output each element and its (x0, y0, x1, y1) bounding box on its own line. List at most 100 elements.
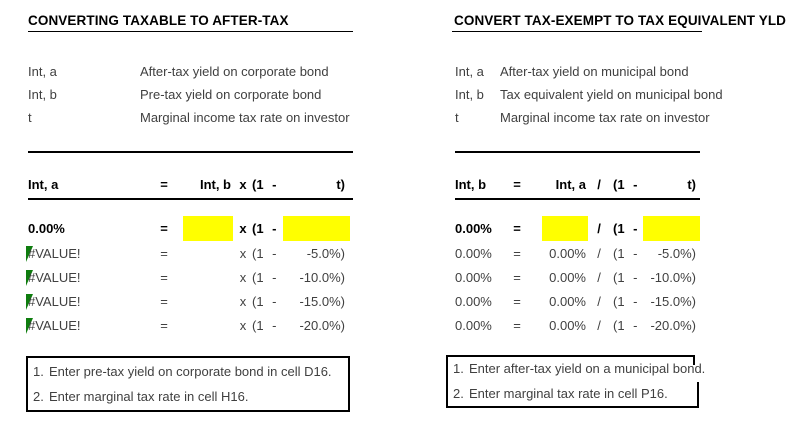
left-formula-underline (28, 198, 353, 200)
instruction-number: 1. (453, 361, 464, 376)
calc-row: 0.00% = 0.00% / (1 - -10.0%) (446, 270, 797, 286)
right-title-underline (452, 31, 702, 32)
formula-lhs: Int, a (28, 177, 59, 192)
equals-sign: = (160, 294, 168, 309)
definition-symbol: t (455, 110, 459, 125)
definition-row: t Marginal income tax rate on investor (446, 110, 797, 126)
box-border-bottom (448, 406, 699, 408)
rate-cell: -10.0%) (650, 270, 696, 285)
rate-cell: -10.0%) (299, 270, 345, 285)
definition-symbol: Int, a (28, 64, 57, 79)
instruction-text: Enter after-tax yield on a municipal bon… (469, 361, 706, 376)
aftertax-yield-input-cell[interactable] (542, 216, 588, 241)
definition-row: Int, b Pre-tax yield on corporate bond (26, 87, 366, 103)
rate-cell: -5.0%) (306, 246, 345, 261)
calc-row: 0.00% = / (1 - (446, 216, 797, 241)
tax-rate-input-cell[interactable] (283, 216, 350, 241)
paren-text: (1 - (613, 318, 638, 333)
instruction-number: 2. (33, 389, 44, 404)
equals-sign: = (513, 246, 521, 261)
calc-row: 0.00% = x (1 - (26, 216, 366, 241)
formula-equals: = (513, 177, 521, 192)
formula-header-row: Int, a = Int, b x (1 - t) (26, 177, 366, 193)
paren-text: (1 - (613, 270, 638, 285)
panel-tax-exempt-to-equivalent: CONVERT TAX-EXEMPT TO TAX EQUIVALENT YLD… (446, 0, 797, 438)
left-title-underline (28, 31, 353, 32)
rate-cell: -15.0%) (299, 294, 345, 309)
tax-rate-input-cell[interactable] (643, 216, 700, 241)
panel-taxable-to-after-tax: CONVERTING TAXABLE TO AFTER-TAX Int, a A… (26, 0, 366, 438)
definition-symbol: Int, a (455, 64, 484, 79)
operator-sign: x (239, 318, 247, 333)
instruction-line: 1. Enter after-tax yield on a municipal b… (453, 360, 705, 378)
definition-row: Int, a After-tax yield on municipal bond (446, 64, 797, 80)
operator-sign: x (239, 246, 247, 261)
instruction-line: 2. Enter marginal tax rate in cell H16. (33, 388, 248, 406)
rate-cell: -5.0%) (657, 246, 696, 261)
value-cell: 0.00% (549, 318, 586, 333)
right-instructions-box: 1. Enter after-tax yield on a municipal b… (446, 355, 705, 408)
formula-tax-term: t) (336, 177, 345, 192)
formula-header-row: Int, b = Int, a / (1 - t) (446, 177, 797, 193)
paren-text: (1 - (252, 221, 277, 236)
result-cell: 0.00% (455, 294, 492, 309)
formula-operator: x (239, 177, 247, 192)
calc-row: 0.00% = 0.00% / (1 - -20.0%) (446, 318, 797, 334)
operator-sign: x (239, 294, 247, 309)
result-cell: 0.00% (455, 221, 492, 236)
paren-text: (1 - (613, 246, 638, 261)
pretax-yield-input-cell[interactable] (183, 216, 233, 241)
paren-text: (1 - (252, 294, 277, 309)
operator-sign: / (597, 270, 601, 285)
formula-paren: (1 - (613, 177, 638, 192)
definition-row: Int, a After-tax yield on corporate bond (26, 64, 366, 80)
definition-symbol: Int, b (455, 87, 484, 102)
right-separator-line (455, 151, 700, 153)
definition-description: After-tax yield on corporate bond (140, 64, 329, 79)
equals-sign: = (160, 246, 168, 261)
left-panel-title: CONVERTING TAXABLE TO AFTER-TAX (28, 13, 289, 28)
equals-sign: = (513, 318, 521, 333)
value-cell (183, 318, 233, 334)
error-indicator-icon (26, 294, 33, 310)
equals-sign: = (513, 294, 521, 309)
error-indicator-icon (26, 270, 33, 286)
result-cell: 0.00% (28, 221, 65, 236)
operator-sign: x (239, 221, 247, 236)
formula-operator: / (597, 177, 601, 192)
paren-text: (1 - (252, 270, 277, 285)
paren-text: (1 - (613, 294, 638, 309)
value-cell: 0.00% (549, 294, 586, 309)
value-cell (183, 246, 233, 262)
definition-row: t Marginal income tax rate on investor (26, 110, 366, 126)
rate-cell: -20.0%) (299, 318, 345, 333)
value-cell: 0.00% (549, 246, 586, 261)
error-indicator-icon (26, 246, 33, 262)
definition-row: Int, b Tax equivalent yield on municipal… (446, 87, 797, 103)
calc-row: 0.00% = 0.00% / (1 - -15.0%) (446, 294, 797, 310)
value-cell: 0.00% (549, 270, 586, 285)
equals-sign: = (160, 270, 168, 285)
definition-description: Marginal income tax rate on investor (500, 110, 710, 125)
formula-lhs: Int, b (455, 177, 487, 192)
instruction-text: Enter pre-tax yield on corporate bond in… (49, 364, 332, 379)
definition-symbol: Int, b (28, 87, 57, 102)
value-cell (183, 294, 233, 310)
operator-sign: / (597, 246, 601, 261)
operator-sign: / (597, 221, 601, 236)
formula-tax-term: t) (687, 177, 696, 192)
result-cell: #VALUE! (28, 246, 81, 261)
calc-row: #VALUE! = x (1 - -5.0%) (26, 246, 366, 262)
definition-symbol: t (28, 110, 32, 125)
equals-sign: = (160, 221, 168, 236)
rate-cell: -20.0%) (650, 318, 696, 333)
paren-text: (1 - (613, 221, 638, 236)
definition-description: Tax equivalent yield on municipal bond (500, 87, 723, 102)
left-instructions-box: 1. Enter pre-tax yield on corporate bond … (26, 356, 350, 412)
formula-rhs: Int, a (555, 177, 586, 192)
instruction-text: Enter marginal tax rate in cell P16. (469, 386, 668, 401)
calc-row: 0.00% = 0.00% / (1 - -5.0%) (446, 246, 797, 262)
operator-sign: / (597, 318, 601, 333)
equals-sign: = (513, 221, 521, 236)
